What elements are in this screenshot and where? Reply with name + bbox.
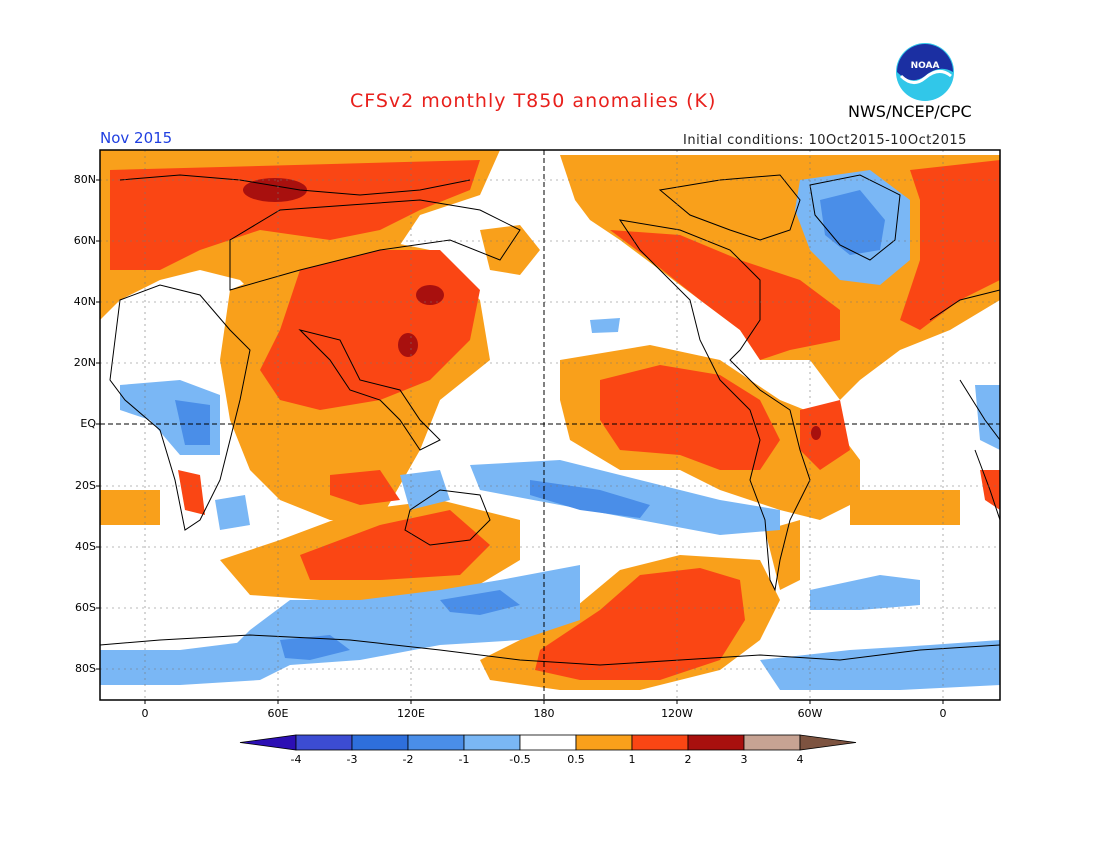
axis-ticks bbox=[96, 179, 944, 704]
agency-label: NWS/NCEP/CPC bbox=[848, 102, 972, 121]
map-title: CFSv2 monthly T850 anomalies (K) bbox=[350, 90, 717, 112]
lat-label-40s: 40S bbox=[75, 540, 96, 553]
anomaly-neg0p5-neg1-regions bbox=[100, 170, 1000, 690]
colorbar-label: -3 bbox=[346, 753, 358, 766]
colorbar-swatch-7 bbox=[631, 734, 689, 751]
colorbar-swatch-5 bbox=[519, 734, 577, 751]
lat-label-40n: 40N bbox=[73, 295, 96, 308]
colorbar-swatch-high bbox=[799, 734, 857, 751]
lon-label-0-east: 0 bbox=[939, 707, 947, 720]
colorbar-swatch-2 bbox=[351, 734, 409, 751]
colorbar-swatch-8 bbox=[687, 734, 745, 751]
colorbar-label: -4 bbox=[290, 753, 302, 766]
colorbar-label: 3 bbox=[740, 753, 748, 766]
colorbar-label: -0.5 bbox=[509, 753, 531, 766]
colorbar-swatch-6 bbox=[575, 734, 633, 751]
lon-label-120e: 120E bbox=[397, 707, 425, 720]
anomaly-2-3-regions bbox=[243, 178, 821, 440]
lon-label-0: 0 bbox=[141, 707, 149, 720]
lat-label-20n: 20N bbox=[73, 356, 96, 369]
colorbar-label: -2 bbox=[402, 753, 414, 766]
lat-label-80n: 80N bbox=[73, 173, 96, 186]
lat-label-60s: 60S bbox=[75, 601, 96, 614]
svg-text:NOAA: NOAA bbox=[911, 61, 940, 71]
colorbar-label: 0.5 bbox=[567, 753, 585, 766]
colorbar-label: 4 bbox=[796, 753, 804, 766]
colorbar-swatch-3 bbox=[407, 734, 465, 751]
colorbar-swatch-4 bbox=[463, 734, 521, 751]
colorbar-swatch-9 bbox=[743, 734, 801, 751]
lat-label-20s: 20S bbox=[75, 479, 96, 492]
noaa-logo-icon: NOAA bbox=[896, 43, 954, 101]
colorbar-swatches bbox=[239, 734, 857, 751]
grid-lines bbox=[100, 150, 1000, 700]
lat-label-eq: EQ bbox=[80, 417, 96, 430]
anomaly-1-2-regions bbox=[110, 160, 1000, 680]
equator-dateline bbox=[100, 150, 1000, 700]
colorbar-swatch-1 bbox=[295, 734, 353, 751]
lat-label-60n: 60N bbox=[73, 234, 96, 247]
colorbar-label: 1 bbox=[628, 753, 636, 766]
lon-label-60e: 60E bbox=[267, 707, 289, 720]
map-frame bbox=[99, 149, 1001, 701]
lon-label-60w: 60W bbox=[797, 707, 823, 720]
lat-label-80s: 80S bbox=[75, 662, 96, 675]
lon-label-180: 180 bbox=[533, 707, 555, 720]
colorbar-label: 2 bbox=[684, 753, 692, 766]
initial-conditions: Initial conditions: 10Oct2015-10Oct2015 bbox=[683, 133, 967, 148]
colorbar-label: -1 bbox=[458, 753, 470, 766]
colorbar-swatch-low bbox=[239, 734, 297, 751]
anomaly-neg1-neg2-regions bbox=[175, 190, 885, 660]
forecast-month: Nov 2015 bbox=[100, 129, 173, 147]
lon-label-120w: 120W bbox=[661, 707, 693, 720]
coastlines bbox=[100, 174, 1000, 666]
